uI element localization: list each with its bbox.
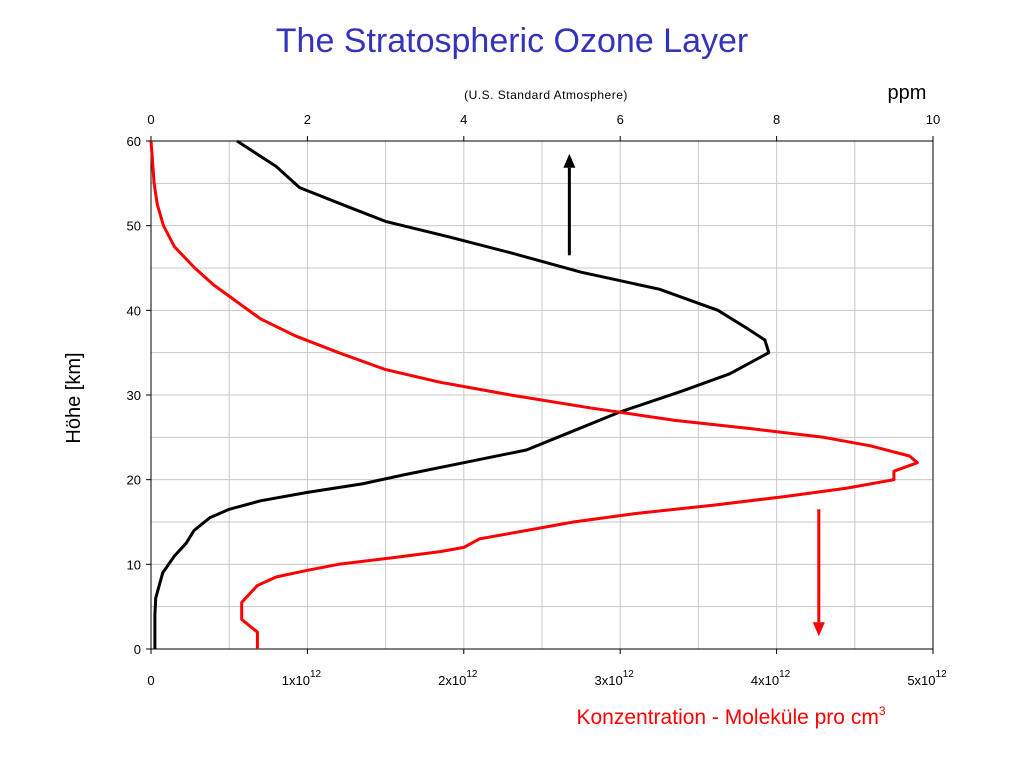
series-layer — [149, 139, 919, 649]
bottom-tick-label: 3x1012 — [595, 669, 635, 688]
left-axis: 0 10 20 30 40 50 60 — [127, 134, 151, 657]
y-tick-label: 60 — [127, 134, 141, 149]
top-tick-label: 8 — [773, 112, 780, 127]
bottom-axis: 0 1x1012 2x1012 3x1012 4x1012 5x1012 — [147, 649, 947, 688]
y-tick-label: 30 — [127, 388, 141, 403]
top-tick-label: 2 — [304, 112, 311, 127]
y-tick-label: 10 — [127, 557, 141, 572]
top-axis-unit-label: ppm — [888, 82, 927, 104]
y-tick-label: 50 — [127, 219, 141, 234]
top-tick-label: 0 — [147, 112, 154, 127]
arrow-layer — [563, 153, 825, 637]
bottom-axis-label-main: Konzentration - Moleküle pro cm — [577, 706, 879, 729]
arrow-head — [563, 153, 576, 168]
y-tick-label: 20 — [127, 473, 141, 488]
top-tick-label: 10 — [926, 112, 940, 127]
slide-title: The Stratospheric Ozone Layer — [275, 22, 749, 60]
grid — [151, 141, 933, 649]
top-tick-label: 6 — [617, 112, 624, 127]
series-line-concentration — [149, 140, 919, 649]
y-tick-label: 0 — [134, 642, 141, 657]
bottom-tick-label: 4x1012 — [751, 669, 791, 688]
arrow-head — [812, 622, 825, 637]
bottom-tick-label: 0 — [147, 673, 154, 688]
bottom-tick-label: 5x1012 — [907, 669, 947, 688]
bottom-axis-label-sup: 3 — [879, 704, 886, 718]
y-axis-label: Höhe [km] — [63, 352, 85, 443]
y-tick-label: 40 — [127, 303, 141, 318]
top-axis: 0 2 4 6 8 10 — [147, 112, 940, 141]
chart-subtitle: (U.S. Standard Atmosphere) — [464, 88, 628, 102]
bottom-tick-label: 2x1012 — [438, 669, 478, 688]
bottom-axis-label: Konzentration - Moleküle pro cm3 — [577, 704, 886, 729]
bottom-tick-label: 1x1012 — [282, 669, 322, 688]
series-line-ppm — [153, 139, 771, 649]
top-tick-label: 4 — [460, 112, 467, 127]
